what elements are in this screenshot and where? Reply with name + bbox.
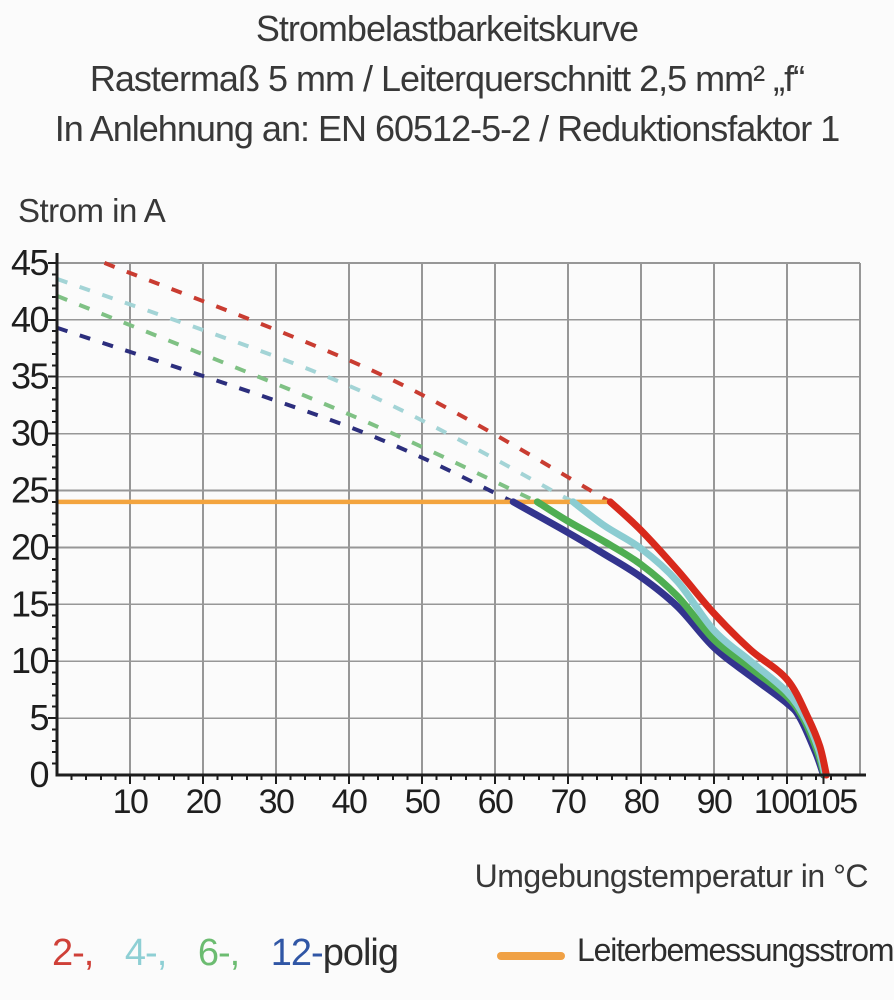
axis-ticks (48, 261, 847, 784)
chart-title-block: Strombelastbarkeitskurve Rastermaß 5 mm … (0, 4, 894, 154)
svg-text:40: 40 (332, 783, 367, 821)
title-line-2: Rastermaß 5 mm / Leiterquerschnitt 2,5 m… (89, 58, 805, 99)
series-2-polig-solid (606, 498, 830, 779)
rated-current-line-swatch (497, 952, 565, 960)
svg-text:70: 70 (551, 783, 586, 821)
title-line-1: Strombelastbarkeitskurve (255, 8, 639, 49)
legend-item-12-polig: 12- (270, 932, 324, 974)
svg-text:50: 50 (405, 783, 440, 821)
x-axis-title: Umgebungstemperatur in °C (474, 858, 869, 894)
svg-text:90: 90 (697, 783, 732, 821)
svg-text:15: 15 (11, 583, 49, 624)
derating-dashed-lines (56, 261, 612, 504)
series-6-polig-dashed (56, 294, 539, 504)
grid-lines (57, 262, 861, 775)
legend-poles-suffix: polig (322, 932, 399, 974)
svg-text:80: 80 (624, 783, 659, 821)
legend-item-6-polig: 6-, (197, 932, 240, 974)
series-12-polig-dashed (56, 325, 515, 504)
svg-text:10: 10 (11, 640, 49, 681)
svg-text:35: 35 (11, 356, 49, 397)
series-2-polig-dashed (103, 261, 612, 504)
svg-text:40: 40 (11, 299, 49, 340)
poles-legend: 2-, 4-, 6-, 12-polig (52, 932, 399, 975)
svg-text:105: 105 (804, 783, 857, 821)
y-tick-labels: 0 5 10 15 20 25 30 35 40 45 (11, 242, 50, 795)
svg-text:60: 60 (478, 783, 513, 821)
svg-text:0: 0 (29, 754, 48, 795)
legend-item-4-polig: 4-, (124, 932, 167, 974)
svg-text:20: 20 (186, 783, 221, 821)
title-line-3: In Anlehnung an: EN 60512-5-2 / Reduktio… (54, 108, 841, 149)
svg-text:20: 20 (11, 526, 49, 567)
load-capacity-curves (509, 498, 830, 779)
svg-text:100: 100 (754, 783, 807, 821)
svg-text:25: 25 (11, 470, 49, 511)
svg-text:30: 30 (11, 413, 49, 454)
series-12-polig-solid (509, 498, 827, 779)
legend-item-2-polig: 2-, (52, 932, 94, 974)
svg-text:30: 30 (259, 783, 294, 821)
svg-text:45: 45 (11, 242, 49, 283)
svg-text:10: 10 (113, 783, 148, 821)
axes (55, 252, 866, 777)
y-axis-title: Strom in A (18, 192, 166, 229)
svg-text:5: 5 (29, 697, 48, 738)
rated-current-label: Leiterbemessungsstrom (577, 932, 894, 968)
